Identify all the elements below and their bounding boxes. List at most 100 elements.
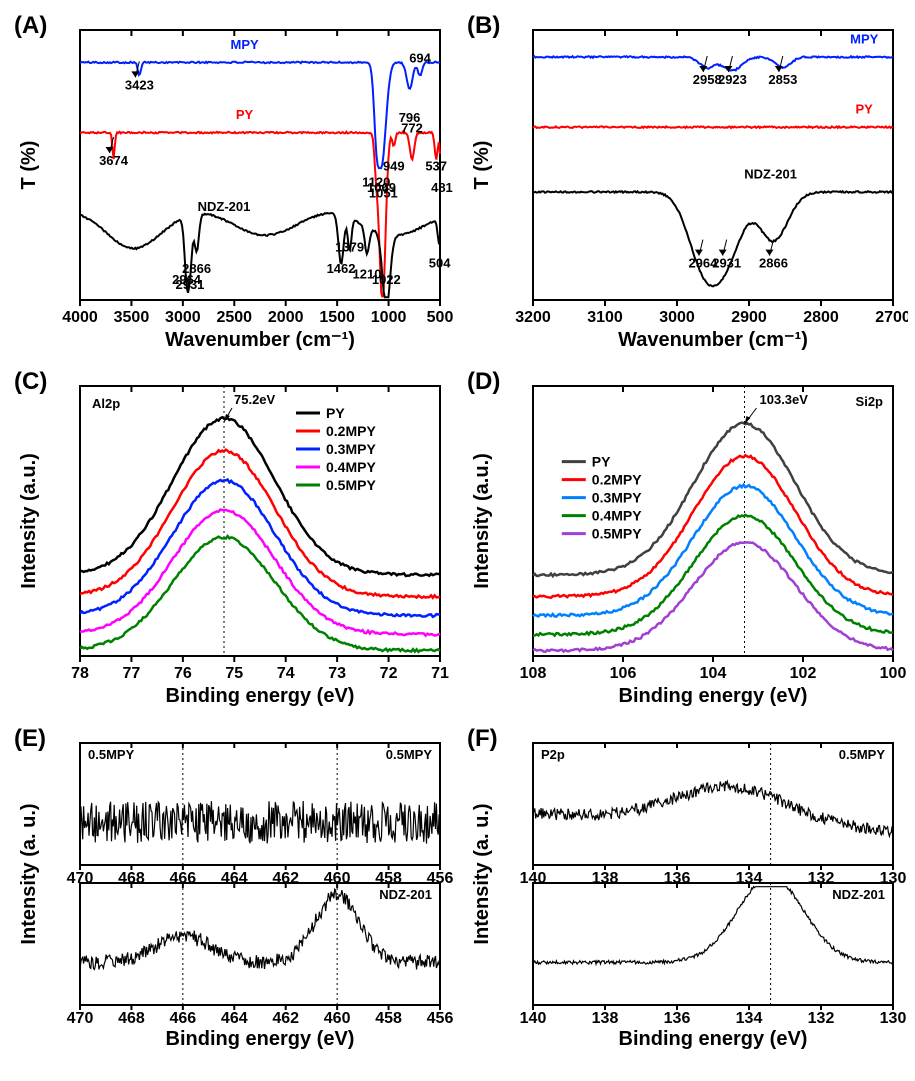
- svg-text:P2p: P2p: [541, 747, 565, 762]
- svg-text:2931: 2931: [175, 277, 204, 292]
- panel-f-label: (F): [467, 725, 498, 753]
- panel-e: (E) Intensity (a. u.)4704684664644624604…: [10, 723, 455, 1071]
- svg-text:Binding energy (eV): Binding energy (eV): [166, 685, 355, 707]
- svg-text:4000: 4000: [62, 309, 98, 326]
- svg-text:2866: 2866: [759, 256, 788, 271]
- svg-text:78: 78: [71, 665, 89, 682]
- svg-text:0.4MPY: 0.4MPY: [326, 459, 376, 475]
- svg-text:0.2MPY: 0.2MPY: [592, 472, 642, 488]
- svg-text:77: 77: [123, 665, 141, 682]
- svg-text:0.3MPY: 0.3MPY: [592, 490, 642, 506]
- svg-text:136: 136: [664, 1010, 691, 1027]
- svg-text:Intensity (a.u.): Intensity (a.u.): [18, 454, 40, 590]
- panel-d-svg: 108106104102100Intensity (a.u.)Binding e…: [463, 366, 908, 714]
- svg-text:NDZ-201: NDZ-201: [832, 887, 885, 902]
- svg-text:Wavenumber (cm⁻¹): Wavenumber (cm⁻¹): [165, 329, 355, 351]
- svg-text:Intensity (a. u.): Intensity (a. u.): [18, 803, 40, 944]
- svg-text:2866: 2866: [182, 261, 211, 276]
- svg-text:694: 694: [409, 50, 431, 65]
- panel-a-svg: 4000350030002500200015001000500T (%)Wave…: [10, 10, 455, 358]
- panel-a-label: (A): [14, 12, 47, 40]
- svg-text:466: 466: [170, 1010, 197, 1027]
- svg-text:1051: 1051: [369, 185, 398, 200]
- svg-text:1500: 1500: [319, 309, 355, 326]
- svg-text:460: 460: [324, 1010, 351, 1027]
- svg-text:1000: 1000: [371, 309, 407, 326]
- svg-text:949: 949: [383, 158, 405, 173]
- svg-text:132: 132: [808, 1010, 835, 1027]
- svg-text:537: 537: [425, 158, 447, 173]
- svg-text:456: 456: [427, 1010, 454, 1027]
- svg-text:2500: 2500: [216, 309, 252, 326]
- svg-text:138: 138: [592, 1010, 619, 1027]
- svg-text:73: 73: [328, 665, 346, 682]
- svg-text:500: 500: [427, 309, 454, 326]
- panel-b-label: (B): [467, 12, 500, 40]
- svg-text:Wavenumber (cm⁻¹): Wavenumber (cm⁻¹): [618, 329, 808, 351]
- svg-text:100: 100: [880, 665, 907, 682]
- svg-text:74: 74: [277, 665, 295, 682]
- panel-b: (B) 320031003000290028002700T (%)Wavenum…: [463, 10, 908, 358]
- panel-f: (F) Intensity (a. u.) 140 138 136 134 132 130 0…: [463, 723, 908, 1071]
- panel-e-label: (E): [14, 725, 46, 753]
- svg-text:3674: 3674: [99, 153, 129, 168]
- panel-c-label: (C): [14, 368, 47, 396]
- svg-text:2700: 2700: [875, 309, 908, 326]
- svg-text:NDZ-201: NDZ-201: [379, 887, 432, 902]
- svg-text:0.5MPY: 0.5MPY: [326, 477, 376, 493]
- svg-text:140: 140: [520, 1010, 547, 1027]
- panel-b-svg: 320031003000290028002700T (%)Wavenumber …: [463, 10, 908, 358]
- svg-text:PY: PY: [856, 102, 874, 117]
- svg-text:0.5MPY: 0.5MPY: [839, 747, 886, 762]
- panel-e-svg: Intensity (a. u.)47046846646446246045845…: [10, 723, 455, 1071]
- svg-text:Binding energy (eV): Binding energy (eV): [166, 1028, 355, 1050]
- svg-text:PY: PY: [236, 107, 254, 122]
- svg-text:1462: 1462: [327, 261, 356, 276]
- panel-d: (D) 108106104102100Intensity (a.u.)Bindi…: [463, 366, 908, 714]
- svg-text:104: 104: [700, 665, 727, 682]
- svg-text:1022: 1022: [372, 272, 401, 287]
- svg-text:T (%): T (%): [18, 141, 40, 190]
- svg-text:3500: 3500: [114, 309, 150, 326]
- svg-text:462: 462: [272, 1010, 299, 1027]
- svg-text:3100: 3100: [587, 309, 623, 326]
- svg-text:3000: 3000: [659, 309, 695, 326]
- svg-text:Intensity (a. u.): Intensity (a. u.): [471, 803, 493, 944]
- svg-text:2923: 2923: [718, 72, 747, 87]
- svg-text:0.5MPY: 0.5MPY: [592, 526, 642, 542]
- svg-text:2931: 2931: [712, 256, 741, 271]
- svg-text:MPY: MPY: [850, 32, 879, 47]
- svg-text:Intensity (a.u.): Intensity (a.u.): [471, 454, 493, 590]
- svg-text:1379: 1379: [335, 239, 364, 254]
- svg-text:76: 76: [174, 665, 192, 682]
- svg-text:106: 106: [610, 665, 637, 682]
- svg-text:0.5MPY: 0.5MPY: [88, 747, 135, 762]
- svg-text:772: 772: [401, 121, 423, 136]
- svg-text:75.2eV: 75.2eV: [234, 392, 276, 407]
- svg-text:481: 481: [431, 180, 453, 195]
- svg-text:108: 108: [520, 665, 547, 682]
- svg-text:3200: 3200: [515, 309, 551, 326]
- svg-text:102: 102: [790, 665, 817, 682]
- svg-text:2900: 2900: [731, 309, 767, 326]
- svg-text:0.5MPY: 0.5MPY: [386, 747, 433, 762]
- panel-d-label: (D): [467, 368, 500, 396]
- svg-text:Binding energy (eV): Binding energy (eV): [619, 1028, 808, 1050]
- svg-text:458: 458: [375, 1010, 402, 1027]
- svg-text:71: 71: [431, 665, 449, 682]
- svg-text:NDZ-201: NDZ-201: [744, 167, 797, 182]
- svg-text:75: 75: [225, 665, 243, 682]
- svg-text:NDZ-201: NDZ-201: [198, 199, 251, 214]
- svg-text:0.2MPY: 0.2MPY: [326, 423, 376, 439]
- svg-text:0.4MPY: 0.4MPY: [592, 508, 642, 524]
- svg-text:0.3MPY: 0.3MPY: [326, 441, 376, 457]
- svg-text:2800: 2800: [803, 309, 839, 326]
- svg-text:470: 470: [67, 1010, 94, 1027]
- svg-text:3423: 3423: [125, 77, 154, 92]
- svg-text:Al2p: Al2p: [92, 396, 120, 411]
- figure-grid: (A) 4000350030002500200015001000500T (%)…: [10, 10, 905, 1071]
- svg-text:2853: 2853: [768, 72, 797, 87]
- svg-text:130: 130: [880, 1010, 907, 1027]
- svg-text:3000: 3000: [165, 309, 201, 326]
- svg-text:134: 134: [736, 1010, 763, 1027]
